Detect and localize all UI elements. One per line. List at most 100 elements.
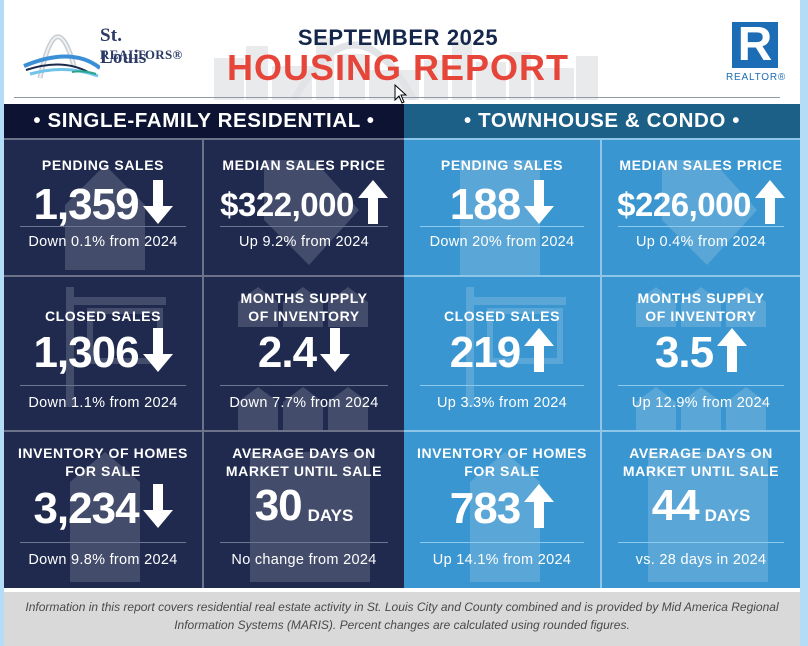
stat-change: Down 7.7% from 2024 (229, 395, 379, 411)
stat-label-line1: MEDIAN SALES PRICE (222, 157, 386, 173)
mouse-cursor-icon (394, 84, 408, 104)
arrow-down-icon (142, 180, 173, 229)
stat-card-closed-sales: CLOSED SALES 1,306 Down 1.1% from 2024 (4, 277, 204, 432)
stat-value: $226,000 (617, 185, 751, 223)
stat-label-line1: INVENTORY OF HOMES (416, 445, 587, 461)
footer-gap (4, 588, 800, 592)
arrow-up-icon (524, 484, 555, 533)
logo-text-realtors: REALTORS® (100, 47, 183, 62)
arrow-up-icon (717, 328, 748, 377)
stat-divider (220, 542, 388, 543)
stat-label-line2: OF INVENTORY (248, 308, 360, 324)
house-icon (60, 160, 150, 275)
houses-grid-icon (238, 287, 368, 430)
stat-label-line2: OF INVENTORY (645, 308, 757, 324)
stat-units: DAYS (307, 506, 354, 525)
stat-label: INVENTORY OF HOMES FOR SALE (404, 444, 600, 480)
arrow-down-icon (524, 180, 555, 229)
stat-card-closed-sales: CLOSED SALES 219 Up 3.3% from 2024 (404, 277, 602, 432)
arrow-down-icon (142, 328, 173, 377)
stat-card-pending-sales: PENDING SALES 188 Down 20% from 2024 (404, 140, 602, 277)
stat-label: CLOSED SALES (404, 307, 600, 325)
stat-label-line1: PENDING SALES (41, 157, 165, 173)
stat-label-line1: AVERAGE DAYS ON (629, 445, 773, 461)
stat-card-inventory-of-homes: INVENTORY OF HOMES FOR SALE 3,234 Down 9… (4, 432, 204, 590)
stat-value-row: 219 (404, 328, 600, 377)
stat-value: 219 (449, 327, 521, 377)
st-louis-realtors-logo: St. Louis REALTORS® (22, 16, 182, 82)
houses-grid-icon (636, 287, 766, 430)
arrow-up-icon (754, 180, 785, 229)
single-family-stats-grid: PENDING SALES 1,359 Down 0.1% from 2024 … (4, 138, 404, 590)
stat-value-row: 1,306 (4, 328, 202, 377)
calendar-icon (648, 452, 768, 587)
stat-value-row: 3,234 (4, 484, 202, 533)
stat-change: Down 0.1% from 2024 (28, 234, 178, 250)
stat-divider (20, 385, 186, 386)
stat-change: Up 0.4% from 2024 (635, 234, 767, 250)
arrow-up-icon (524, 328, 555, 377)
stat-label-line1: AVERAGE DAYS ON (232, 445, 376, 461)
stat-change: Up 12.9% from 2024 (631, 395, 771, 411)
stat-change: Down 1.1% from 2024 (28, 395, 178, 411)
stat-label-line1: MEDIAN SALES PRICE (619, 157, 783, 173)
stat-value-row: 3.5 (602, 328, 800, 377)
stat-value-row: 1,359 (4, 180, 202, 229)
stat-label: MONTHS SUPPLY OF INVENTORY (602, 289, 800, 325)
arrow-down-icon (320, 328, 351, 377)
stat-value-row: 783 (404, 484, 600, 533)
stat-label: AVERAGE DAYS ON MARKET UNTIL SALE (204, 444, 404, 480)
footer-disclaimer: Information in this report covers reside… (4, 592, 800, 646)
report-title: HOUSING REPORT (226, 47, 570, 88)
stat-label: MEDIAN SALES PRICE (204, 156, 404, 174)
stat-divider (20, 542, 186, 543)
gateway-arch-icon (23, 34, 100, 79)
stat-divider (220, 385, 388, 386)
stat-label: INVENTORY OF HOMES FOR SALE (4, 444, 202, 480)
stat-label: MEDIAN SALES PRICE (602, 156, 800, 174)
stat-value: 2.4 (257, 327, 317, 377)
single-family-header: • SINGLE-FAMILY RESIDENTIAL • (4, 104, 404, 138)
stat-divider (20, 226, 186, 227)
stat-label-line1: INVENTORY OF HOMES (17, 445, 188, 461)
stat-divider (220, 226, 388, 227)
townhouse-condo-panel: • TOWNHOUSE & CONDO • PENDING SALES 188 … (404, 104, 800, 590)
skyline-background-icon (214, 38, 598, 100)
stat-divider (618, 542, 784, 543)
stat-value: 3.5 (654, 327, 714, 377)
arrow-up-icon (357, 180, 388, 229)
stat-change: Up 3.3% from 2024 (436, 395, 568, 411)
stat-card-median-sales-price: MEDIAN SALES PRICE $226,000 Up 0.4% from… (602, 140, 800, 277)
single-family-panel: • SINGLE-FAMILY RESIDENTIAL • PENDING SA… (4, 104, 404, 590)
stat-change: Up 9.2% from 2024 (238, 234, 370, 250)
stat-label-line1: PENDING SALES (440, 157, 564, 173)
stat-divider (618, 385, 784, 386)
stat-value-row: 188 (404, 180, 600, 229)
stat-label-line1: CLOSED SALES (443, 308, 561, 324)
stat-value: 188 (449, 179, 521, 229)
stat-value: 44 (651, 481, 700, 530)
stat-change: vs. 28 days in 2024 (635, 552, 767, 568)
stat-units: DAYS (704, 506, 751, 525)
sold-sign-icon (460, 287, 570, 412)
stat-divider (618, 226, 784, 227)
stat-card-median-sales-price: MEDIAN SALES PRICE $322,000 Up 9.2% from… (204, 140, 404, 277)
report-month: SEPTEMBER 2025 (297, 25, 499, 50)
stat-label-line2: MARKET UNTIL SALE (622, 463, 780, 479)
price-tag-icon (244, 150, 364, 275)
realtor-wordmark: REALTOR® (726, 72, 787, 83)
report-header: St. Louis REALTORS® SEPTEMBER 2025 HOUSI… (4, 0, 800, 104)
house-key-icon (460, 452, 550, 587)
stat-card-average-days-on: AVERAGE DAYS ON MARKET UNTIL SALE 44 DAY… (602, 432, 800, 590)
stat-card-inventory-of-homes: INVENTORY OF HOMES FOR SALE 783 Up 14.1%… (404, 432, 602, 590)
price-tag-icon (642, 150, 762, 275)
stat-change: Up 14.1% from 2024 (432, 552, 572, 568)
stat-value-row: 44 DAYS (602, 484, 800, 528)
stat-divider (420, 226, 584, 227)
stat-label-line2: FOR SALE (65, 463, 141, 479)
realtor-r-icon: R (732, 20, 778, 70)
stat-value: 783 (449, 483, 521, 533)
stat-divider (420, 385, 584, 386)
stat-label: AVERAGE DAYS ON MARKET UNTIL SALE (602, 444, 800, 480)
stat-label-line1: MONTHS SUPPLY (637, 290, 765, 306)
